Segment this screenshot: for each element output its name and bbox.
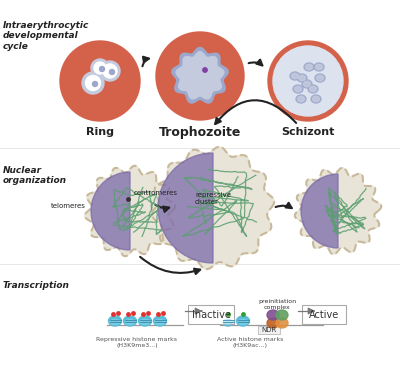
Ellipse shape [267,310,279,320]
Text: NDR: NDR [261,327,277,333]
Ellipse shape [315,74,325,82]
FancyBboxPatch shape [258,326,280,334]
Ellipse shape [108,316,122,326]
Ellipse shape [311,95,321,103]
Text: Ring: Ring [86,127,114,137]
Circle shape [273,46,343,116]
Ellipse shape [308,85,318,93]
Circle shape [203,68,207,72]
Circle shape [268,41,348,121]
Ellipse shape [267,318,279,328]
FancyBboxPatch shape [188,305,234,324]
Ellipse shape [276,318,288,328]
Ellipse shape [298,96,304,102]
Ellipse shape [297,74,307,82]
Circle shape [92,82,98,86]
Ellipse shape [236,316,250,326]
Text: repressive
cluster: repressive cluster [195,191,231,205]
Ellipse shape [110,320,120,324]
Circle shape [100,67,104,71]
Text: Inactive: Inactive [192,310,230,320]
Text: Nuclear
organization: Nuclear organization [3,166,67,185]
Circle shape [60,41,140,121]
Ellipse shape [304,81,310,87]
Ellipse shape [292,73,298,79]
Ellipse shape [298,75,306,81]
Ellipse shape [138,316,152,326]
Text: Active: Active [309,310,339,320]
Ellipse shape [222,316,234,326]
Circle shape [100,61,120,81]
Ellipse shape [302,80,312,88]
Circle shape [82,72,104,94]
Circle shape [91,59,109,77]
Text: Active histone marks
(H3K9ac...): Active histone marks (H3K9ac...) [217,337,283,348]
Ellipse shape [316,64,322,70]
Circle shape [156,32,244,120]
Polygon shape [176,52,224,99]
Ellipse shape [154,316,166,326]
Ellipse shape [294,86,302,92]
Ellipse shape [290,72,300,80]
Text: Repressive histone marks
(H3K9me3...): Repressive histone marks (H3K9me3...) [96,337,178,348]
Ellipse shape [276,310,288,320]
Ellipse shape [316,75,324,81]
Text: Transcription: Transcription [3,281,70,290]
Polygon shape [85,166,175,256]
Text: centromeres: centromeres [134,190,178,196]
Text: Trophozoite: Trophozoite [159,126,241,139]
Ellipse shape [125,320,135,324]
Ellipse shape [223,320,233,324]
Circle shape [94,62,106,74]
Ellipse shape [238,320,248,324]
Circle shape [103,64,117,78]
Circle shape [86,76,100,91]
Wedge shape [301,174,338,248]
Polygon shape [172,47,228,103]
Ellipse shape [124,316,136,326]
Text: preinitiation
complex: preinitiation complex [258,299,296,310]
Text: telomeres: telomeres [51,203,86,209]
Ellipse shape [304,63,314,71]
Ellipse shape [312,96,320,102]
Polygon shape [295,168,381,254]
Text: Intraerythrocytic
developmental
cycle: Intraerythrocytic developmental cycle [3,21,89,51]
Ellipse shape [155,320,165,324]
Wedge shape [158,153,213,263]
Ellipse shape [314,63,324,71]
Ellipse shape [306,64,312,70]
Ellipse shape [296,95,306,103]
Ellipse shape [310,86,316,92]
FancyBboxPatch shape [302,305,346,324]
Ellipse shape [293,85,303,93]
Circle shape [110,70,114,74]
Polygon shape [152,147,274,269]
Ellipse shape [140,320,150,324]
Wedge shape [91,172,130,250]
Text: Schizont: Schizont [281,127,335,137]
